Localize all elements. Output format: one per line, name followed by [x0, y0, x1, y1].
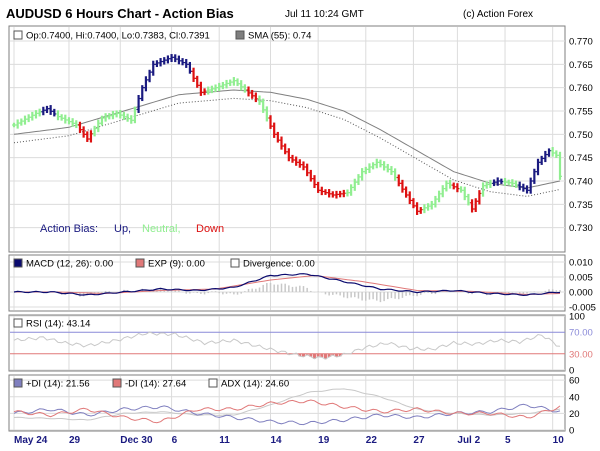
plus-di-legend-swatch	[13, 378, 23, 388]
action-bias-neutral: Neutral,	[142, 223, 181, 235]
exp-legend-swatch	[135, 258, 145, 268]
rsi-panel	[8, 314, 566, 372]
y-tick-label-price: 0.755	[569, 107, 593, 118]
y-tick-label-dmi: 40	[569, 392, 580, 403]
y-tick-label-price: 0.730	[569, 223, 593, 234]
x-tick-label: May 24	[14, 435, 48, 446]
y-tick-label-price: 0.765	[569, 60, 593, 71]
y-tick-label-rsi: 0	[569, 366, 574, 377]
price-bars	[12, 54, 562, 215]
div-legend-swatch	[230, 258, 240, 268]
macd-line	[13, 273, 561, 297]
y-tick-label-price: 0.735	[569, 200, 593, 211]
y-tick-label-rsi: 70.00	[569, 328, 593, 339]
x-tick-label: 27	[413, 435, 425, 446]
plus-di-legend: +DI (14): 21.56	[26, 379, 90, 390]
x-tick-label: 29	[69, 435, 81, 446]
action-bias-label: Action Bias:	[40, 223, 98, 235]
rsi-legend: RSI (14): 43.14	[26, 319, 90, 330]
y-tick-label-rsi: 100	[569, 312, 585, 323]
x-tick-label: 14	[271, 435, 283, 446]
chart-copyright: (c) Action Forex	[463, 9, 533, 20]
x-tick-label: 11	[219, 435, 230, 446]
minus-di-line	[13, 399, 561, 424]
price-panel	[8, 25, 566, 253]
action-bias-up: Up,	[114, 223, 131, 235]
exp-legend: EXP (9): 0.00	[148, 259, 205, 270]
chart-timestamp: Jul 11 10:24 GMT	[285, 9, 364, 20]
minus-di-legend: -DI (14): 27.64	[125, 379, 186, 390]
y-tick-label-price: 0.740	[569, 177, 593, 188]
sma-legend: SMA (55): 0.74	[248, 31, 311, 42]
grid-layer	[10, 27, 565, 431]
y-tick-label-macd: -0.005	[569, 303, 596, 314]
macd-legend-swatch	[13, 258, 23, 268]
minus-di-legend-swatch	[112, 378, 122, 388]
action-bias-down: Down	[196, 223, 224, 235]
ohlc-legend-swatch	[13, 30, 23, 40]
ohlc-legend: Op:0.7400, Hi:0.7400, Lo:0.7383, Cl:0.73…	[26, 31, 210, 42]
macd-panel	[8, 254, 566, 312]
y-tick-label-price: 0.770	[569, 37, 593, 48]
axis-layer: May 24 29 Dec 30 6 11 14 19 22 27 Jul 2 5 10 0.770 0.…	[14, 37, 596, 447]
y-tick-label-macd: 0.010	[569, 258, 593, 269]
x-tick-label: 22	[366, 435, 378, 446]
y-tick-label-macd: 0.005	[569, 273, 593, 284]
x-tick-label: Dec 30	[120, 435, 153, 446]
x-tick-label: 19	[318, 435, 330, 446]
rsi-legend-swatch	[13, 318, 23, 328]
price-bar	[558, 151, 562, 180]
y-tick-label-dmi: 0	[569, 426, 574, 437]
x-tick-label: 5	[505, 435, 511, 446]
y-tick-label-macd: 0.000	[569, 288, 593, 299]
y-tick-label-dmi: 60	[569, 376, 580, 387]
x-tick-label: 10	[553, 435, 565, 446]
rsi-line	[13, 331, 561, 360]
y-tick-label-price: 0.760	[569, 83, 593, 94]
adx-legend: ADX (14): 24.60	[221, 379, 289, 390]
x-tick-label: 6	[172, 435, 178, 446]
x-tick-label: Jul 2	[457, 435, 480, 446]
macd-legend: MACD (12, 26): 0.00	[26, 259, 113, 270]
adx-legend-swatch	[208, 378, 218, 388]
y-tick-label-dmi: 20	[569, 409, 580, 420]
sma-legend-swatch	[235, 30, 245, 40]
div-legend: Divergence: 0.00	[243, 259, 315, 270]
y-tick-label-price: 0.745	[569, 153, 593, 164]
y-tick-label-rsi: 30.00	[569, 349, 593, 360]
chart-title: AUDUSD 6 Hours Chart - Action Bias	[6, 6, 234, 21]
plus-di-line	[13, 403, 561, 426]
y-tick-label-price: 0.750	[569, 130, 593, 141]
